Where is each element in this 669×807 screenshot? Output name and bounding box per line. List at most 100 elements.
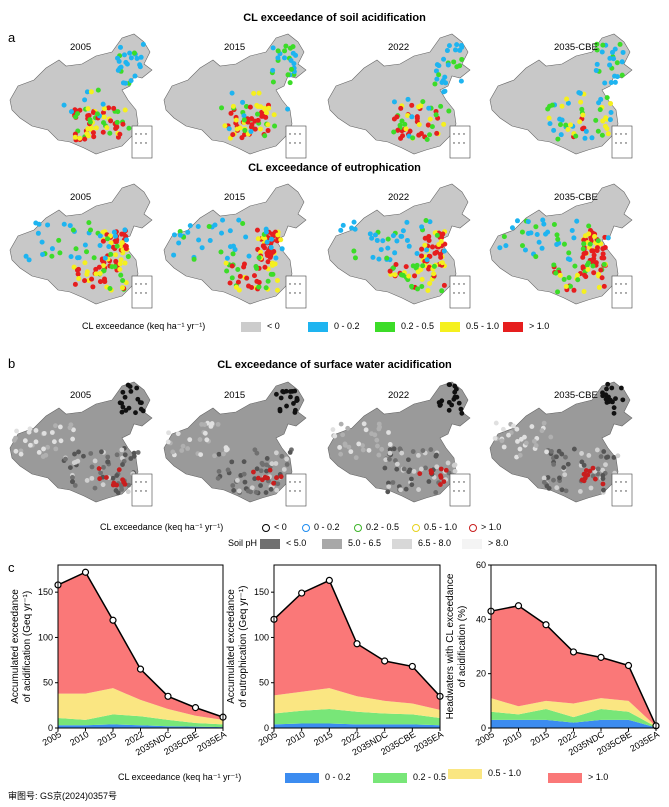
china-map-2035-cbe: 2035-CBE xyxy=(484,30,634,160)
legend-swatch xyxy=(375,322,395,332)
y-axis-label: of acidification (Geq yr⁻¹) xyxy=(22,591,33,702)
legend-item-05-10: 0.5 - 1.0 xyxy=(448,768,521,779)
legend-marker xyxy=(302,524,310,532)
x-tick-label: 2035EA xyxy=(195,729,228,754)
legend-marker xyxy=(469,524,477,532)
x-tick-label: 2015 xyxy=(96,729,118,748)
x-tick-label: 2010 xyxy=(284,729,306,748)
legend-label: 0 - 0.2 xyxy=(334,321,360,331)
legend-item-02-05: 0.2 - 0.5 xyxy=(354,522,399,532)
y-axis-label: Headwaters with CL exceedance xyxy=(445,573,456,719)
total-point xyxy=(110,617,116,623)
legend-item-02-05: 0.2 - 0.5 xyxy=(375,321,434,332)
legend-item-lt0: < 0 xyxy=(241,321,280,332)
china-map-2015: 2015 xyxy=(158,378,308,508)
legend-label: > 8.0 xyxy=(488,538,508,548)
legend-label: 0.5 - 1.0 xyxy=(488,768,521,778)
total-point xyxy=(354,641,360,647)
total-point xyxy=(193,705,199,711)
legend-label: 0 - 0.2 xyxy=(325,772,351,782)
map-year-label: 2022 xyxy=(388,390,409,401)
legend-label: < 5.0 xyxy=(286,538,306,548)
legend-label: 0.2 - 0.5 xyxy=(401,321,434,331)
legend-swatch xyxy=(322,539,342,549)
ph-item-5-65: 5.0 - 6.5 xyxy=(322,538,381,549)
china-map-2005: 2005 xyxy=(4,180,154,310)
map-year-label: 2035-CBE xyxy=(554,192,598,203)
y-axis-label: of acidification (%) xyxy=(457,606,468,688)
legend-item-lt0: < 0 xyxy=(262,522,287,532)
legend-marker xyxy=(412,524,420,532)
china-map-2005: 2005 xyxy=(4,378,154,508)
china-map-2022: 2022 xyxy=(322,378,472,508)
legend-item-02-05: 0.2 - 0.5 xyxy=(373,772,446,783)
panel-c-legend: CL exceedance (keq ha⁻¹ yr⁻¹) xyxy=(118,772,241,783)
ph-item-lt5: < 5.0 xyxy=(260,538,306,549)
total-point xyxy=(382,658,388,664)
legend-item-0-02: 0 - 0.2 xyxy=(302,522,340,532)
total-point xyxy=(409,663,415,669)
total-point xyxy=(138,666,144,672)
map-approval-number: 审图号: GS京(2024)0357号 xyxy=(8,789,117,802)
legend-swatch xyxy=(373,773,407,783)
x-tick-label: 2010 xyxy=(68,729,90,748)
x-tick-label: 2035EA xyxy=(628,729,661,754)
legend-swatch xyxy=(392,539,412,549)
y-tick-label: 150 xyxy=(38,587,53,597)
y-tick-label: 50 xyxy=(43,678,53,688)
legend-item-05-10: 0.5 - 1.0 xyxy=(412,522,457,532)
legend-swatch xyxy=(285,773,319,783)
legend-swatch xyxy=(308,322,328,332)
y-tick-label: 60 xyxy=(476,560,486,570)
legend-label: > 1.0 xyxy=(588,772,608,782)
legend-title: CL exceedance xyxy=(82,321,144,331)
panel-b-legend: CL exceedance (keq ha⁻¹ yr⁻¹) xyxy=(100,522,223,533)
x-tick-label: 2015 xyxy=(312,729,334,748)
legend-label: > 1.0 xyxy=(481,522,501,532)
x-tick-label: 2035EA xyxy=(412,729,445,754)
legend-swatch xyxy=(440,322,460,332)
legend-item-gt10: > 1.0 xyxy=(469,522,501,532)
legend-item-gt10: > 1.0 xyxy=(548,772,608,783)
china-map-2022: 2022 xyxy=(322,30,472,160)
legend-label: < 0 xyxy=(274,522,287,532)
ph-item-65-8: 6.5 - 8.0 xyxy=(392,538,451,549)
legend-label: > 1.0 xyxy=(529,321,549,331)
soil-acidification-title: CL exceedance of soil acidification xyxy=(0,12,669,24)
x-tick-label: 2005 xyxy=(474,729,496,748)
map-year-label: 2005 xyxy=(70,192,91,203)
y-axis-label: Accumulated exceedance xyxy=(226,589,237,704)
map-year-label: 2015 xyxy=(224,42,245,53)
legend-marker xyxy=(262,524,270,532)
x-tick-label: 2015 xyxy=(529,729,551,748)
legend-label: 0.2 - 0.5 xyxy=(413,772,446,782)
legend-label: 0.5 - 1.0 xyxy=(466,321,499,331)
legend-unit: (keq ha⁻¹ yr⁻¹) xyxy=(165,522,224,532)
legend-swatch xyxy=(503,322,523,332)
total-point xyxy=(299,590,305,596)
map-year-label: 2035-CBE xyxy=(554,390,598,401)
map-year-label: 2022 xyxy=(388,42,409,53)
china-map-2035-cbe: 2035-CBE xyxy=(484,378,634,508)
legend-label: 0 - 0.2 xyxy=(314,522,340,532)
eutrophication-title: CL exceedance of eutrophication xyxy=(0,162,669,174)
map-year-label: 2005 xyxy=(70,390,91,401)
y-tick-label: 100 xyxy=(254,632,269,642)
legend-swatch xyxy=(462,539,482,549)
y-axis-label: Accumulated exceedance xyxy=(10,589,21,704)
map-year-label: 2022 xyxy=(388,192,409,203)
total-point xyxy=(598,654,604,660)
china-map-2015: 2015 xyxy=(158,30,308,160)
legend-unit: (keq ha⁻¹ yr⁻¹) xyxy=(183,772,242,782)
y-tick-label: 40 xyxy=(476,614,486,624)
total-point xyxy=(165,693,171,699)
surface-water-title: CL exceedance of surface water acidifica… xyxy=(0,359,669,371)
legend-label: 5.0 - 6.5 xyxy=(348,538,381,548)
legend-label: 0.5 - 1.0 xyxy=(424,522,457,532)
china-map-2005: 2005 xyxy=(4,30,154,160)
ph-item-gt8: > 8.0 xyxy=(462,538,508,549)
legend-label: < 0 xyxy=(267,321,280,331)
x-tick-label: 2005 xyxy=(41,729,63,748)
china-map-2022: 2022 xyxy=(322,180,472,310)
map-year-label: 2015 xyxy=(224,192,245,203)
